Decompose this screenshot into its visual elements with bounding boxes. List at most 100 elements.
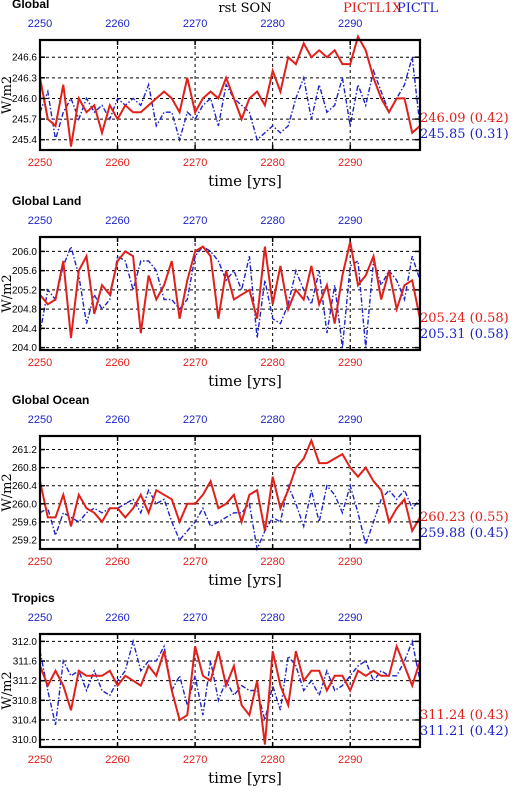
y-tick-label: 310.8 — [12, 696, 37, 707]
x-tick-label-bottom: 2250 — [28, 754, 52, 766]
x-tick-label-bottom: 2280 — [260, 357, 284, 369]
x-tick-label-bottom: 2280 — [260, 556, 284, 568]
legend-series2-label: PICTL — [397, 1, 439, 16]
x-tick-label-bottom: 2260 — [105, 556, 129, 568]
y-tick-label: 204.4 — [12, 324, 37, 335]
x-tick-label-bottom: 2280 — [260, 157, 284, 169]
x-tick-label-bottom: 2270 — [183, 556, 207, 568]
x-tick-label-bottom: 2250 — [28, 556, 52, 568]
summary-pictl1x: 311.24 (0.43) — [420, 708, 509, 723]
y-tick-label: 310.4 — [12, 715, 37, 726]
y-tick-label: 311.6 — [13, 657, 38, 668]
y-tick-label: 310.0 — [12, 735, 37, 746]
chart-panel: Global 246.6 246.3 246.0 245.7 245.4 2250 2250 2… — [0, 0, 509, 190]
x-tick-label-top: 2270 — [183, 215, 207, 227]
x-tick-label-top: 2270 — [183, 18, 207, 30]
summary-pictl1x: 246.09 (0.42) — [420, 111, 509, 126]
y-tick-label: 260.0 — [12, 499, 37, 510]
x-tick-label-top: 2250 — [28, 612, 52, 624]
x-tick-label-top: 2250 — [28, 215, 52, 227]
legend-series1-label: PICTL1X — [343, 1, 402, 16]
series-line-pictl1x — [39, 643, 421, 745]
x-tick-label-top: 2270 — [183, 612, 207, 624]
x-tick-label-bottom: 2290 — [338, 754, 362, 766]
y-tick-label: 312.0 — [12, 637, 37, 648]
y-tick-label: 205.2 — [12, 285, 37, 296]
chart-panel: Global Land 206.0 205.6 205.2 204.8 204.4 204.… — [0, 194, 509, 390]
x-tick-label-bottom: 2290 — [338, 357, 362, 369]
summary-pictl: 205.31 (0.58) — [420, 327, 509, 342]
x-tick-label-bottom: 2270 — [183, 357, 207, 369]
x-tick-label-top: 2290 — [338, 612, 362, 624]
y-tick-label: 245.7 — [12, 115, 37, 126]
y-tick-label: 204.8 — [12, 305, 37, 316]
panel-title: Global — [12, 0, 49, 11]
series-line-pictl — [39, 638, 421, 726]
panel-title: Global Ocean — [12, 393, 89, 407]
x-tick-label-bottom: 2270 — [183, 754, 207, 766]
x-tick-label-top: 2280 — [260, 215, 284, 227]
y-tick-label: 259.2 — [12, 535, 37, 546]
x-tick-label-bottom: 2250 — [28, 357, 52, 369]
x-tick-label-bottom: 2260 — [105, 357, 129, 369]
series-line-pictl — [39, 483, 421, 552]
series-line-pictl — [39, 244, 421, 348]
summary-pictl1x: 205.24 (0.58) — [420, 311, 509, 326]
x-tick-label-top: 2290 — [338, 215, 362, 227]
x-axis-label: time [yrs] — [208, 372, 282, 390]
summary-pictl: 311.21 (0.42) — [420, 724, 509, 739]
y-axis-label: W/m2 — [0, 473, 15, 511]
series-line-pictl1x — [39, 34, 421, 147]
y-tick-label: 260.4 — [12, 481, 37, 492]
x-axis-label: time [yrs] — [208, 571, 282, 589]
header-center-title: rst SON — [218, 1, 271, 16]
series-line-pictl1x — [39, 241, 421, 339]
plot-frame — [38, 632, 422, 749]
panel-title: Tropics — [12, 591, 55, 605]
chart-panel: Tropics 312.0 311.6 311.2 310.8 310.4 310.0 225… — [0, 591, 509, 787]
y-tick-label: 205.6 — [12, 266, 37, 277]
x-tick-label-top: 2280 — [260, 414, 284, 426]
y-tick-label: 245.4 — [12, 135, 37, 146]
x-tick-label-top: 2260 — [105, 612, 129, 624]
y-tick-label: 311.2 — [13, 676, 38, 687]
summary-pictl1x: 260.23 (0.55) — [420, 510, 509, 525]
x-tick-label-top: 2260 — [105, 18, 129, 30]
y-axis-label: W/m2 — [0, 76, 15, 114]
x-tick-label-bottom: 2290 — [338, 157, 362, 169]
x-axis-label: time [yrs] — [208, 769, 282, 787]
x-tick-label-bottom: 2290 — [338, 556, 362, 568]
panels: Global 246.6 246.3 246.0 245.7 245.4 2250 2250 2… — [0, 0, 509, 787]
plot-frame — [38, 38, 422, 152]
x-tick-label-bottom: 2250 — [28, 157, 52, 169]
y-tick-label: 206.0 — [12, 247, 37, 258]
x-tick-label-top: 2270 — [183, 414, 207, 426]
x-tick-label-top: 2260 — [105, 414, 129, 426]
x-tick-label-top: 2260 — [105, 215, 129, 227]
x-tick-label-top: 2280 — [260, 18, 284, 30]
x-tick-label-bottom: 2260 — [105, 754, 129, 766]
summary-pictl: 245.85 (0.31) — [420, 127, 509, 142]
summary-pictl: 259.88 (0.45) — [420, 526, 509, 541]
y-tick-label: 246.6 — [12, 53, 37, 64]
x-tick-label-top: 2290 — [338, 414, 362, 426]
y-axis-label: W/m2 — [0, 671, 15, 709]
x-tick-label-bottom: 2280 — [260, 754, 284, 766]
y-tick-label: 246.0 — [12, 94, 37, 105]
y-tick-label: 246.3 — [12, 73, 37, 84]
plot-frame — [38, 434, 422, 551]
y-tick-label: 260.8 — [12, 463, 37, 474]
x-tick-label-top: 2290 — [338, 18, 362, 30]
y-tick-label: 261.2 — [12, 445, 37, 456]
x-axis-label: time [yrs] — [208, 172, 282, 190]
y-tick-label: 204.0 — [12, 343, 37, 354]
x-tick-label-bottom: 2260 — [105, 157, 129, 169]
x-tick-label-top: 2250 — [28, 414, 52, 426]
panel-title: Global Land — [12, 194, 81, 208]
y-tick-label: 259.6 — [12, 517, 37, 528]
series-line-pictl1x — [39, 437, 421, 534]
chart-panel: Global Ocean 261.2 260.8 260.4 260.0 259.6 259… — [0, 393, 509, 589]
x-tick-label-bottom: 2270 — [183, 157, 207, 169]
plot-frame — [38, 235, 422, 352]
